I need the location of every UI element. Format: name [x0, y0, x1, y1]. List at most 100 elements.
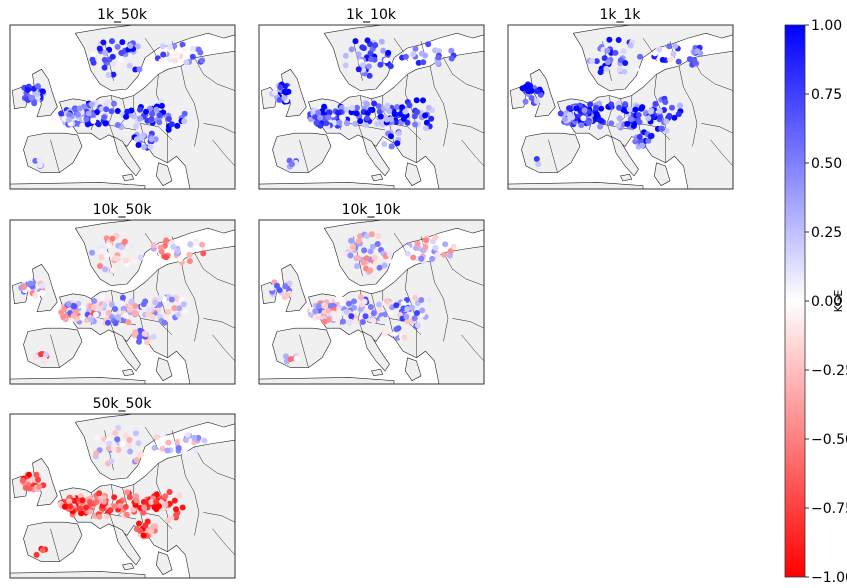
station-marker [533, 156, 540, 162]
station-marker [181, 46, 188, 53]
station-marker [22, 484, 29, 491]
station-marker [627, 116, 634, 123]
station-marker [136, 66, 143, 73]
station-marker [104, 294, 111, 301]
station-marker [99, 248, 106, 254]
station-marker [397, 111, 404, 117]
land-area [155, 357, 173, 382]
station-marker [342, 62, 349, 69]
station-marker [394, 140, 401, 147]
station-marker [325, 316, 332, 323]
station-marker [83, 116, 90, 123]
country-border [461, 334, 484, 362]
station-marker [119, 301, 126, 308]
station-marker [90, 118, 97, 124]
station-marker [173, 511, 180, 518]
station-marker [148, 528, 155, 535]
country-border [156, 269, 168, 358]
station-marker [187, 241, 194, 248]
station-marker [58, 110, 65, 117]
station-marker [442, 241, 449, 248]
country-border [180, 260, 200, 342]
station-marker [67, 503, 74, 510]
station-marker [434, 252, 441, 259]
station-marker [362, 121, 369, 128]
station-marker [386, 108, 393, 114]
station-marker [34, 91, 41, 97]
station-marker [168, 121, 175, 128]
station-marker [587, 101, 594, 108]
station-marker [386, 257, 392, 264]
station-marker [411, 315, 418, 322]
station-marker [656, 108, 663, 114]
station-marker [153, 106, 160, 113]
land-area [113, 524, 141, 566]
panel-title-50k-50k: 50k_50k [93, 396, 153, 412]
colorbar-gradient [784, 24, 806, 578]
station-marker [123, 511, 130, 518]
land-area [611, 135, 639, 177]
panel-frame [258, 24, 485, 190]
station-marker [369, 243, 376, 250]
station-marker [666, 43, 673, 50]
station-marker [166, 500, 173, 507]
land-area [508, 182, 644, 189]
station-marker [632, 106, 639, 113]
station-marker [140, 509, 147, 516]
station-marker [322, 303, 329, 310]
station-marker [149, 314, 156, 320]
station-marker [616, 104, 623, 111]
station-marker [142, 522, 149, 529]
station-marker [381, 141, 388, 147]
station-marker [615, 37, 622, 43]
station-marker [169, 239, 176, 246]
country-border [443, 57, 484, 91]
station-marker [143, 108, 149, 115]
station-marker [122, 257, 129, 264]
station-marker [528, 95, 535, 101]
station-marker [166, 43, 173, 50]
station-marker [118, 244, 125, 251]
station-marker [385, 49, 392, 56]
station-marker [107, 507, 114, 514]
station-marker [90, 51, 97, 58]
station-marker [593, 104, 599, 111]
station-marker [32, 354, 39, 361]
station-marker [120, 250, 127, 257]
station-marker [645, 115, 652, 122]
station-marker [412, 294, 419, 301]
country-border [353, 41, 363, 81]
station-marker [77, 505, 84, 512]
country-border [203, 512, 235, 523]
station-marker [124, 108, 131, 115]
colorbar-tick-label: 0.50 [811, 156, 842, 172]
country-border [429, 260, 449, 342]
land-area [259, 377, 395, 384]
station-marker [124, 489, 131, 496]
station-marker [164, 447, 171, 454]
station-marker [168, 514, 175, 521]
station-marker [638, 105, 645, 112]
land-area [23, 521, 83, 562]
station-marker [85, 110, 92, 117]
station-marker [112, 320, 119, 327]
station-marker [448, 47, 455, 54]
station-marker [97, 263, 103, 269]
map-panel-1k-1k [508, 25, 733, 189]
station-marker [79, 122, 86, 129]
panel-frame [507, 24, 734, 190]
station-marker [601, 55, 608, 62]
station-marker [117, 502, 123, 509]
station-marker [184, 431, 191, 438]
country-border [50, 139, 60, 173]
station-marker [93, 450, 100, 457]
station-marker [158, 102, 165, 109]
station-marker [41, 356, 48, 363]
map-panel-10k-10k [259, 220, 484, 384]
station-marker [127, 448, 134, 455]
station-marker [349, 243, 356, 250]
station-marker [432, 234, 439, 241]
station-marker [136, 338, 142, 345]
station-marker [377, 61, 384, 68]
station-marker [370, 310, 377, 317]
